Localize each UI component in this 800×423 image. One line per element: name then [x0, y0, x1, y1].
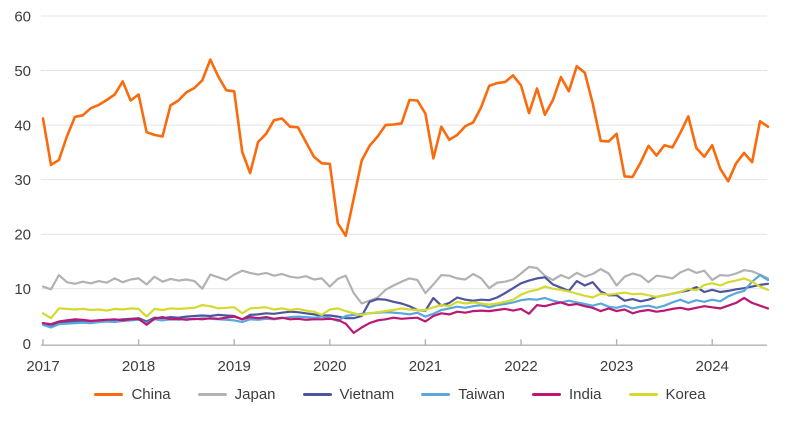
legend-item-taiwan[interactable]: Taiwan	[421, 387, 505, 402]
y-tick-label-50: 50	[14, 63, 31, 80]
legend-label-vietnam: Vietnam	[339, 386, 395, 403]
legend-item-india[interactable]: India	[531, 386, 602, 403]
x-tick-label-2021: 2021	[409, 358, 442, 375]
y-tick-label-10: 10	[14, 281, 31, 298]
legend-label-korea: Korea	[665, 386, 706, 403]
x-tick-label-2022: 2022	[504, 358, 537, 375]
series-line-india	[41, 296, 770, 334]
series-line-japan	[41, 265, 770, 305]
legend-swatch-india	[531, 393, 561, 396]
legend-label-taiwan: Taiwan	[458, 386, 505, 403]
legend-swatch-taiwan	[421, 393, 451, 396]
legend-swatch-vietnam	[302, 393, 332, 396]
y-tick-label-0: 0	[23, 336, 31, 353]
y-tick-label-60: 60	[14, 8, 31, 25]
y-tick-label-40: 40	[14, 118, 31, 135]
x-tick-label-2019: 2019	[218, 358, 251, 375]
legend-swatch-japan	[197, 393, 227, 396]
series-line-china	[41, 58, 770, 238]
legend-label-china: China	[131, 386, 171, 403]
x-tick-label-2024: 2024	[696, 358, 729, 375]
y-tick-label-30: 30	[14, 172, 31, 189]
x-tick-label-2023: 2023	[600, 358, 633, 375]
legend-label-india: India	[568, 386, 602, 403]
legend-swatch-china	[94, 393, 124, 396]
y-tick-label-20: 20	[14, 227, 31, 244]
legend-item-korea[interactable]: Korea	[628, 386, 706, 403]
series-line-korea	[41, 277, 770, 320]
x-tick-label-2018: 2018	[122, 358, 155, 375]
legend-item-vietnam[interactable]: Vietnam	[302, 386, 395, 403]
x-tick-label-2020: 2020	[313, 358, 346, 375]
legend-item-japan[interactable]: Japan	[197, 386, 276, 403]
chart-legend: China Japan Vietnam Taiwan India Korea	[0, 387, 800, 402]
x-tick-label-2017: 2017	[26, 358, 59, 375]
legend-item-china[interactable]: China	[94, 386, 171, 403]
legend-label-japan: Japan	[234, 386, 276, 403]
legend-swatch-korea	[628, 393, 658, 396]
series-line-taiwan	[41, 274, 770, 329]
chart-plot-area: 0 10 20 30 40 50 60 2017 2018 2019 2020 2021 2022 202…	[14, 8, 770, 375]
